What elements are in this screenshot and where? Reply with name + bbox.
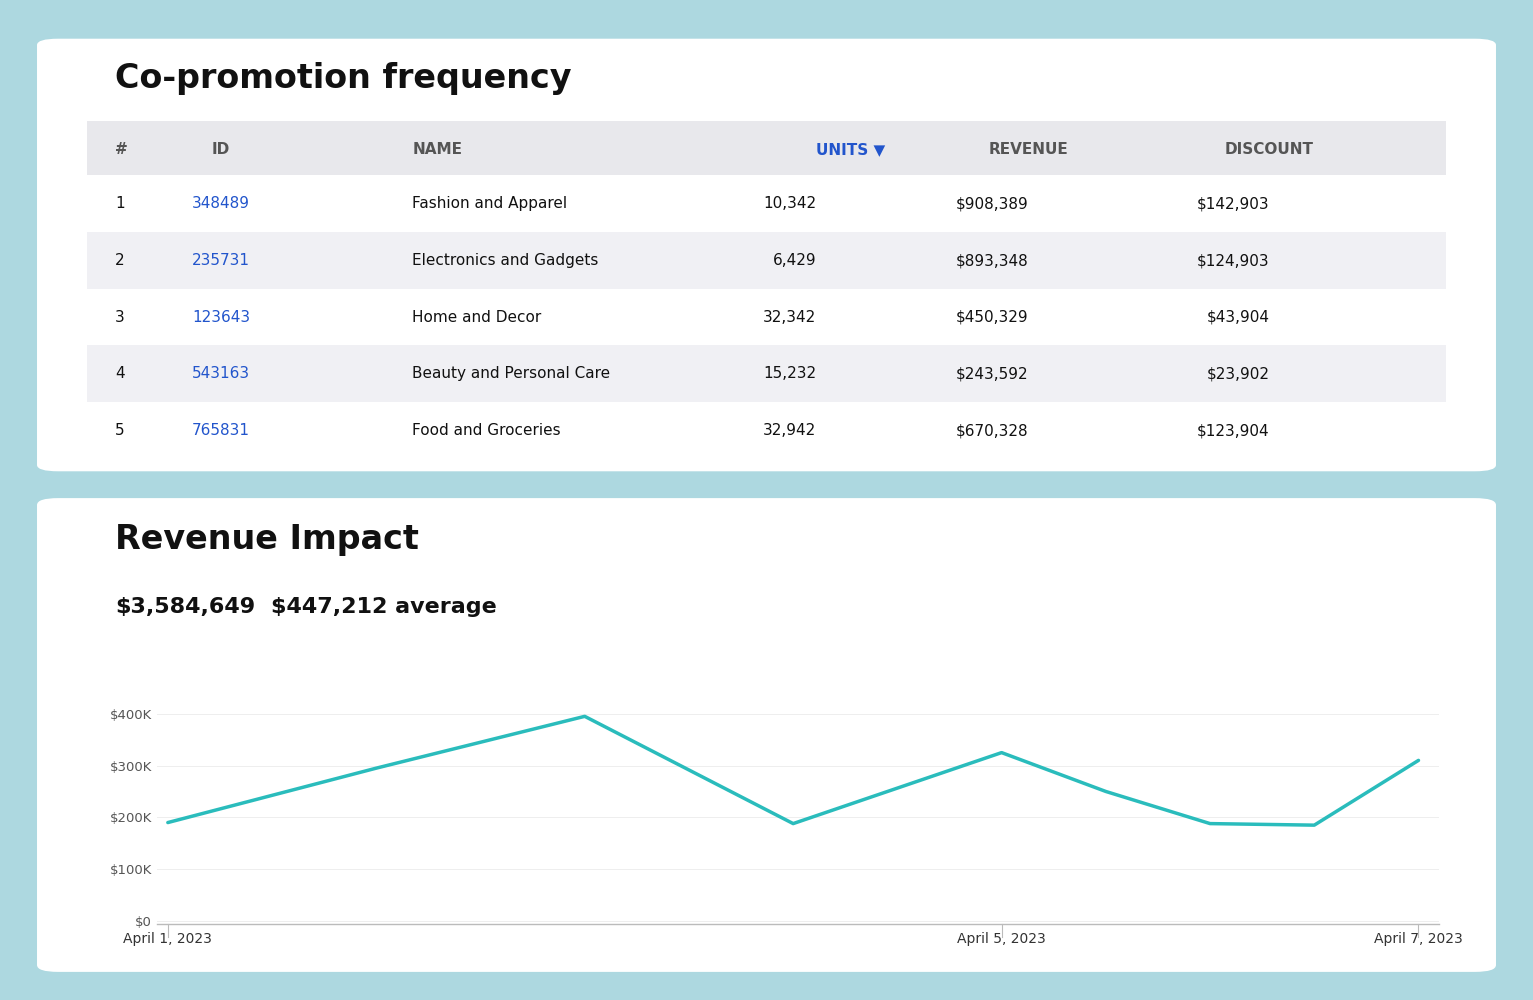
Text: 2: 2 (115, 253, 124, 268)
Text: 543163: 543163 (192, 366, 250, 381)
Text: 5: 5 (115, 423, 124, 438)
Text: ID: ID (212, 142, 230, 157)
Text: Revenue Impact: Revenue Impact (115, 523, 419, 556)
Text: $450,329: $450,329 (957, 310, 1029, 325)
Text: 123643: 123643 (192, 310, 250, 325)
Text: 10,342: 10,342 (763, 196, 816, 211)
Text: $23,902: $23,902 (1206, 366, 1269, 381)
Text: UNITS ▼: UNITS ▼ (816, 142, 886, 157)
FancyBboxPatch shape (37, 498, 1496, 972)
Text: REVENUE: REVENUE (989, 142, 1069, 157)
Text: $908,389: $908,389 (955, 196, 1029, 211)
FancyBboxPatch shape (86, 175, 1447, 232)
Text: 3: 3 (115, 310, 124, 325)
Text: Food and Groceries: Food and Groceries (412, 423, 561, 438)
Text: 15,232: 15,232 (763, 366, 816, 381)
Text: 4: 4 (115, 366, 124, 381)
Text: 765831: 765831 (192, 423, 250, 438)
FancyBboxPatch shape (86, 402, 1447, 459)
Text: $123,904: $123,904 (1197, 423, 1269, 438)
Text: $43,904: $43,904 (1206, 310, 1269, 325)
Text: 32,942: 32,942 (763, 423, 816, 438)
Text: $124,903: $124,903 (1197, 253, 1269, 268)
Text: Home and Decor: Home and Decor (412, 310, 541, 325)
FancyBboxPatch shape (86, 345, 1447, 402)
Text: 1: 1 (115, 196, 124, 211)
Text: $670,328: $670,328 (957, 423, 1029, 438)
FancyBboxPatch shape (37, 39, 1496, 471)
Text: $3,584,649: $3,584,649 (115, 597, 254, 617)
Text: $447,212 average: $447,212 average (271, 597, 497, 617)
Text: Electronics and Gadgets: Electronics and Gadgets (412, 253, 599, 268)
FancyBboxPatch shape (86, 121, 1447, 177)
Text: NAME: NAME (412, 142, 463, 157)
Text: $243,592: $243,592 (957, 366, 1029, 381)
Text: 6,429: 6,429 (773, 253, 816, 268)
Text: $142,903: $142,903 (1197, 196, 1269, 211)
Text: 348489: 348489 (192, 196, 250, 211)
FancyBboxPatch shape (86, 232, 1447, 289)
Text: Co-promotion frequency: Co-promotion frequency (115, 62, 572, 95)
Text: #: # (115, 142, 127, 157)
Text: Fashion and Apparel: Fashion and Apparel (412, 196, 567, 211)
Text: Beauty and Personal Care: Beauty and Personal Care (412, 366, 610, 381)
Text: $893,348: $893,348 (955, 253, 1029, 268)
FancyBboxPatch shape (86, 289, 1447, 345)
Text: 32,342: 32,342 (763, 310, 816, 325)
Text: 235731: 235731 (192, 253, 250, 268)
Text: DISCOUNT: DISCOUNT (1225, 142, 1314, 157)
